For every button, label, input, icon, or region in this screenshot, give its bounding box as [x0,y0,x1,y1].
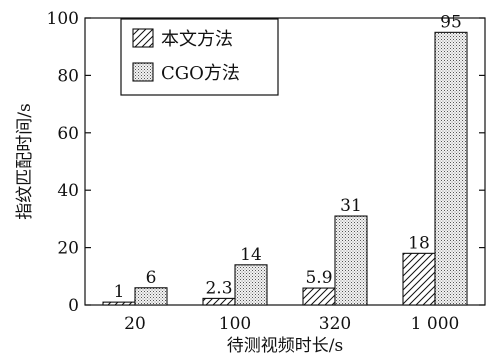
legend-swatch [132,28,154,48]
data-label: 95 [440,12,462,32]
bar-series-1 [302,287,336,306]
bar-series-1 [202,297,236,306]
x-tick-label: 1 000 [411,314,460,334]
data-label: 6 [146,268,157,288]
data-label: 1 [114,282,125,302]
y-tick-label: 20 [57,239,79,259]
bar-series-2 [234,264,268,306]
legend-swatch [132,62,154,82]
bar-series-1 [102,301,136,306]
data-label: 5.9 [305,268,332,288]
bar-series-1 [402,252,436,306]
y-tick-label: 80 [57,66,79,86]
bar-series-2 [134,287,168,306]
y-axis-title: 指纹匹配时间/s [15,103,35,219]
bar-series-2 [334,215,368,306]
plot-frame [84,17,486,306]
x-tick-label: 20 [124,314,146,334]
x-tick-label: 100 [219,314,251,334]
data-label: 14 [240,245,262,265]
bar-series-2 [434,31,468,306]
data-label: 2.3 [205,278,232,298]
y-tick-label: 40 [57,181,79,201]
x-axis-title: 待测视频时长/s [227,336,343,356]
y-tick-label: 0 [68,296,79,316]
legend-label: CGO方法 [161,63,240,84]
data-label: 31 [340,196,362,216]
legend-label: 本文方法 [161,29,233,50]
y-tick-label: 60 [57,124,79,144]
y-tick-label: 100 [47,9,79,29]
data-label: 18 [408,233,430,253]
x-tick-label: 320 [319,314,351,334]
